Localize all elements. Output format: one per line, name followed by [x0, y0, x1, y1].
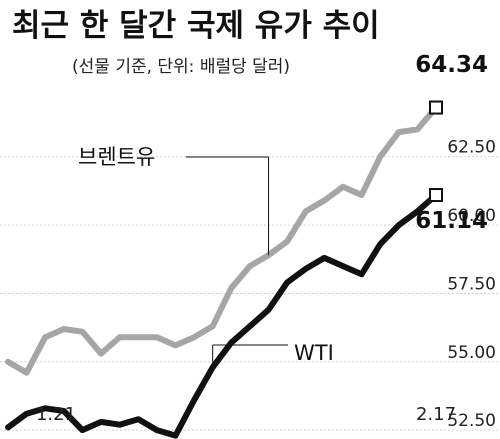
- x-tick-label: 1.21: [36, 404, 76, 425]
- x-axis-ticks: 1.21 2.17: [36, 404, 456, 425]
- end-value-brent: 64.34: [415, 52, 488, 78]
- gridlines: [0, 156, 500, 431]
- series-line: [5, 192, 439, 439]
- chart-title: 최근 한 달간 국제 유가 추이: [12, 8, 380, 44]
- y-tick-label: 55.00: [447, 343, 496, 363]
- series-label-wti: WTI: [294, 341, 334, 365]
- end-value-wti: 61.14: [415, 208, 488, 234]
- y-tick-label: 62.50: [447, 138, 496, 158]
- x-tick-label: 2.17: [416, 404, 456, 425]
- y-tick-label: 52.50: [447, 411, 496, 431]
- series-lines: [5, 100, 443, 439]
- series-line: [5, 104, 439, 376]
- series-labels: 브렌트유 WTI 64.34 61.14: [78, 52, 488, 368]
- series-end-marker: [429, 100, 443, 115]
- y-tick-label: 60.00: [447, 206, 496, 226]
- series-label-brent: 브렌트유: [78, 145, 155, 169]
- chart-subtitle: (선물 기준, 단위: 배럴당 달러): [72, 57, 290, 77]
- series-end-marker: [429, 188, 443, 203]
- y-tick-label: 57.50: [447, 274, 496, 294]
- y-axis-ticks: 52.50 55.00 57.50 60.00 62.50: [447, 138, 496, 431]
